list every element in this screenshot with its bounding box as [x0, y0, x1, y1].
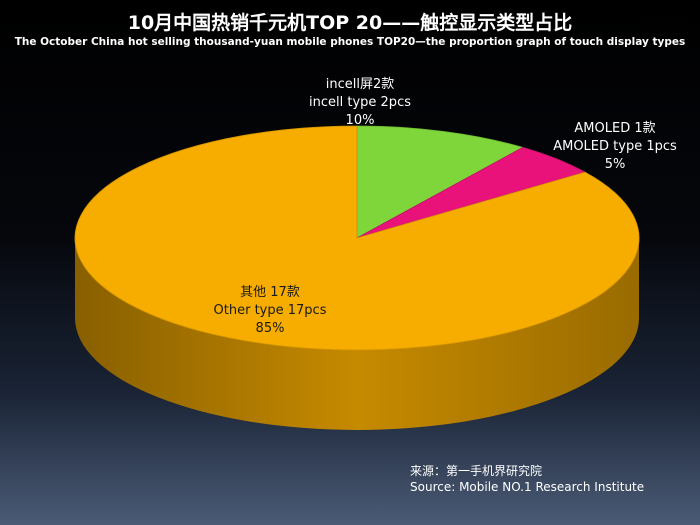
- source-note: 来源：第一手机界研究院 Source: Mobile NO.1 Research…: [410, 463, 644, 495]
- slice-label-incell-en: incell type 2pcs: [309, 95, 411, 110]
- pie-slice-0: [356, 125, 524, 239]
- slice-label-other-en: Other type 17pcs: [213, 303, 327, 318]
- chart-subtitle: The October China hot selling thousand-y…: [14, 36, 686, 48]
- slice-label-other: 其他 17款 Other type 17pcs 85%: [200, 284, 340, 338]
- slice-label-amoled: AMOLED 1款 AMOLED type 1pcs 5%: [530, 120, 700, 174]
- slice-label-incell-percent: 10%: [345, 113, 375, 128]
- pie-slice-side-2: [75, 238, 639, 430]
- slice-label-incell: incell屏2款 incell type 2pcs 10%: [270, 76, 450, 130]
- slice-label-incell-cn: incell屏2款: [325, 77, 395, 92]
- slice-label-amoled-percent: 5%: [604, 157, 626, 172]
- chart-title: 10月中国热销千元机TOP 20——触控显示类型占比: [127, 12, 573, 34]
- pie-slice-2: [74, 125, 640, 351]
- source-en: Source: Mobile NO.1 Research Institute: [410, 480, 645, 494]
- slice-label-other-percent: 85%: [255, 321, 285, 336]
- source-cn: 来源：第一手机界研究院: [410, 464, 543, 478]
- slice-label-amoled-cn: AMOLED 1款: [574, 121, 656, 136]
- slice-label-other-cn: 其他 17款: [240, 285, 300, 300]
- slice-label-amoled-en: AMOLED type 1pcs: [553, 139, 677, 154]
